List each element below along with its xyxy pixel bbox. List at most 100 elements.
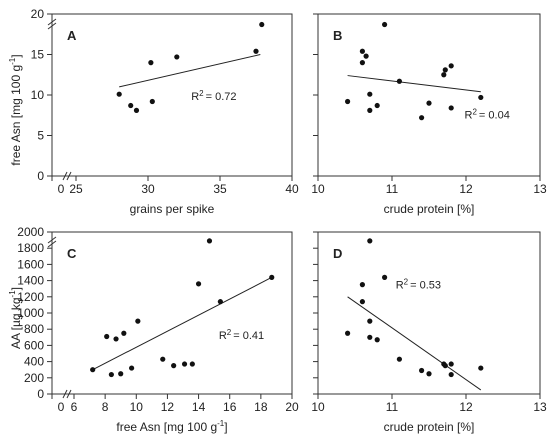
x-tick-label: 30 <box>141 182 155 196</box>
data-point <box>382 21 388 28</box>
data-point <box>359 282 365 288</box>
data-point <box>128 102 134 109</box>
r-squared-label: R2 = 0.72 <box>191 89 236 103</box>
data-point <box>195 281 202 287</box>
r-squared-label: R2 = 0.53 <box>396 278 441 292</box>
y-tick-label: 1800 <box>17 241 44 255</box>
x-tick-label: 25 <box>69 182 83 196</box>
y-tick-label: 15 <box>31 48 45 62</box>
data-point <box>108 371 114 378</box>
y-tick-label: 1600 <box>17 257 44 271</box>
x-tick-label: 11 <box>386 400 399 414</box>
data-point <box>448 63 454 69</box>
data-point <box>448 371 454 378</box>
y-axis-title-top: free Asn [mg 100 g-1] <box>8 54 23 165</box>
y-axis-break <box>47 22 57 30</box>
data-point <box>129 365 135 371</box>
r-squared-label: R2 = 0.04 <box>465 107 510 121</box>
panel-letter: C <box>67 246 77 261</box>
y-tick-label: 1400 <box>17 274 44 288</box>
x-axis-title: free Asn [mg 100 g-1] <box>116 419 227 434</box>
data-point <box>426 100 432 106</box>
data-point <box>181 361 188 367</box>
plot-frame <box>317 231 541 395</box>
data-point <box>359 60 365 66</box>
x-tick-label: 10 <box>311 182 325 196</box>
x-tick-label: 6 <box>71 400 78 414</box>
data-point <box>363 53 369 59</box>
y-tick-label: 800 <box>24 322 44 336</box>
data-point <box>90 367 96 373</box>
y-tick-label: 0 <box>37 387 44 401</box>
x-zero-label: 0 <box>58 400 65 414</box>
data-point <box>448 105 454 111</box>
data-point <box>442 67 448 73</box>
data-point <box>367 318 373 324</box>
x-axis-break <box>66 171 72 181</box>
x-tick-label: 14 <box>192 400 206 414</box>
y-tick-label: 400 <box>24 355 44 369</box>
data-point <box>374 337 380 343</box>
data-point <box>149 98 155 105</box>
x-tick-label: 10 <box>311 400 325 414</box>
data-point <box>116 91 122 97</box>
data-point <box>345 98 351 105</box>
data-point <box>448 361 454 367</box>
data-point <box>359 299 365 305</box>
x-tick-label: 35 <box>213 182 227 196</box>
data-point <box>133 107 140 113</box>
data-point <box>367 238 373 244</box>
data-point <box>269 274 275 280</box>
panel-a: 25 30 35 40 00 5 10 15 20 A R2 = 0.72 grains per spi… <box>31 7 299 216</box>
data-point <box>217 299 223 305</box>
data-point <box>189 361 195 367</box>
data-point <box>345 330 351 336</box>
y-tick-label: 1000 <box>17 306 44 320</box>
data-point <box>253 48 259 54</box>
y-tick-label: 20 <box>31 7 45 21</box>
data-point <box>148 60 154 66</box>
x-tick-label: 12 <box>459 182 473 196</box>
r-squared-label: R2 = 0.41 <box>219 328 264 342</box>
panel-letter: D <box>333 246 342 261</box>
panel-letter: B <box>333 28 342 43</box>
panel-letter: A <box>67 28 77 43</box>
trend-line <box>119 54 261 88</box>
panel-b: 10 11 12 13 B R2 = 0.04 crude protein [%] <box>311 13 547 216</box>
y-axis-break <box>47 240 57 248</box>
data-point <box>121 330 127 336</box>
data-point <box>367 91 373 97</box>
x-tick-label: 12 <box>161 400 175 414</box>
data-point <box>359 48 365 54</box>
plot-frame <box>51 231 293 395</box>
data-point <box>104 333 110 340</box>
x-axis-break <box>62 171 68 181</box>
x-tick-label: 8 <box>102 400 109 414</box>
x-tick-label: 20 <box>285 400 299 414</box>
data-point <box>135 318 141 324</box>
x-axis-title: grains per spike <box>130 202 215 216</box>
y-axis-title-bottom: AA [µg kg-1] <box>8 287 23 349</box>
data-point <box>171 363 177 369</box>
data-point <box>206 238 213 244</box>
data-point <box>382 274 388 280</box>
trend-line <box>347 75 481 93</box>
x-axis-title: crude protein [%] <box>384 202 475 216</box>
data-point <box>174 54 180 60</box>
data-point <box>419 367 425 374</box>
data-point <box>396 356 402 362</box>
data-point <box>259 21 265 28</box>
data-point <box>396 78 402 84</box>
data-point <box>367 107 373 113</box>
data-point <box>442 363 448 369</box>
trend-line <box>92 276 272 371</box>
y-axis-break <box>47 236 57 244</box>
x-tick-label: 18 <box>254 400 268 414</box>
data-point <box>478 365 484 371</box>
x-tick-label: 12 <box>459 400 473 414</box>
data-point <box>160 356 166 362</box>
x-tick-label: 11 <box>386 182 399 196</box>
y-tick-label: 0 <box>37 169 44 183</box>
